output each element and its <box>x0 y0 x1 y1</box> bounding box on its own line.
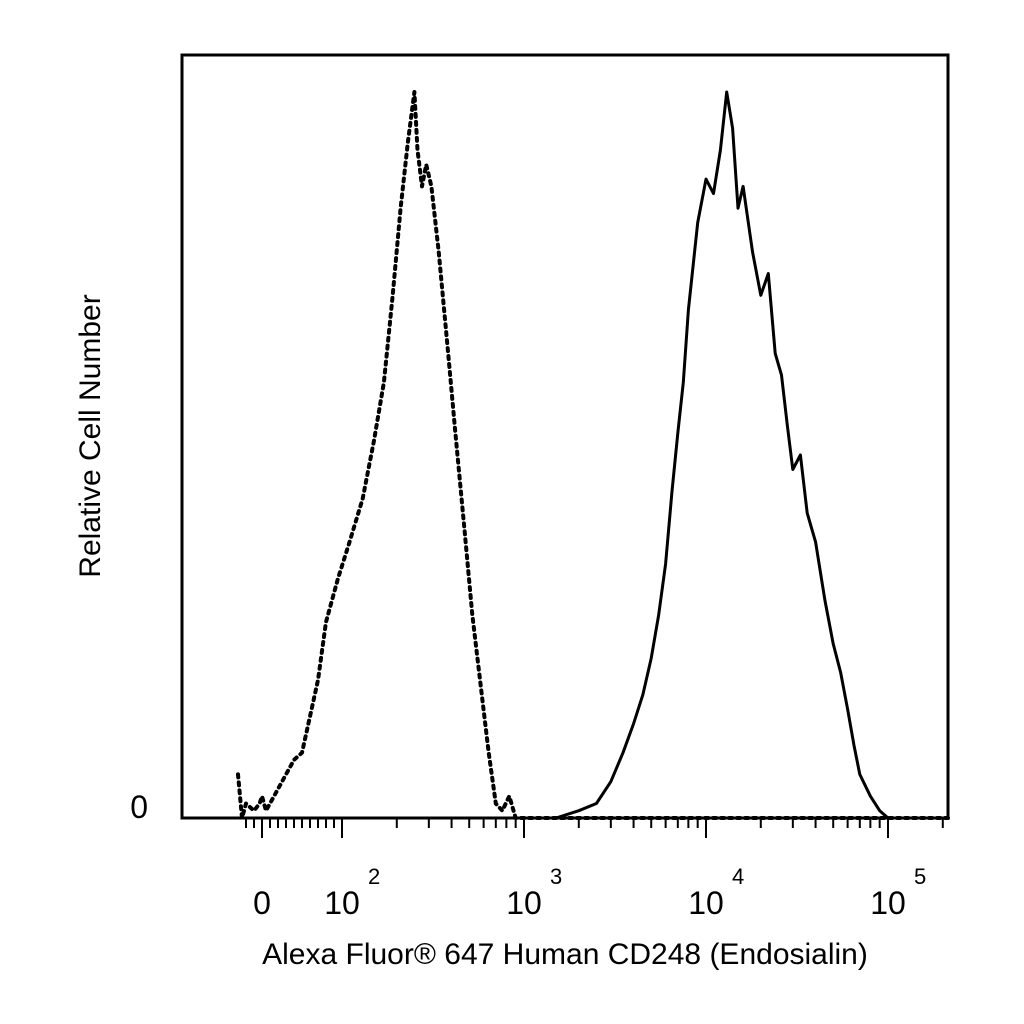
x-tick-label: 10 <box>870 885 906 921</box>
x-tick-labels: 0 10 2 10 3 10 4 10 5 <box>253 864 926 921</box>
series-line-dotted <box>236 90 950 820</box>
series-line-solid <box>524 90 948 820</box>
x-tick-exponent: 2 <box>368 864 380 889</box>
x-minor-ticks <box>245 818 944 828</box>
x-tick-exponent: 5 <box>914 864 926 889</box>
x-tick-label: 10 <box>506 885 542 921</box>
x-tick-label: 0 <box>253 885 271 921</box>
x-tick-exponent: 3 <box>550 864 562 889</box>
x-tick-label: 10 <box>324 885 360 921</box>
series-layer <box>236 90 950 820</box>
x-major-ticks <box>261 818 889 838</box>
x-tick-exponent: 4 <box>732 864 744 889</box>
plot-frame <box>180 53 950 820</box>
x-axis-title: Alexa Fluor® 647 Human CD248 (Endosialin… <box>262 938 868 971</box>
y-axis-title: Relative Cell Number <box>74 294 107 577</box>
y-tick-label-0: 0 <box>130 789 148 825</box>
x-tick-label: 10 <box>688 885 724 921</box>
